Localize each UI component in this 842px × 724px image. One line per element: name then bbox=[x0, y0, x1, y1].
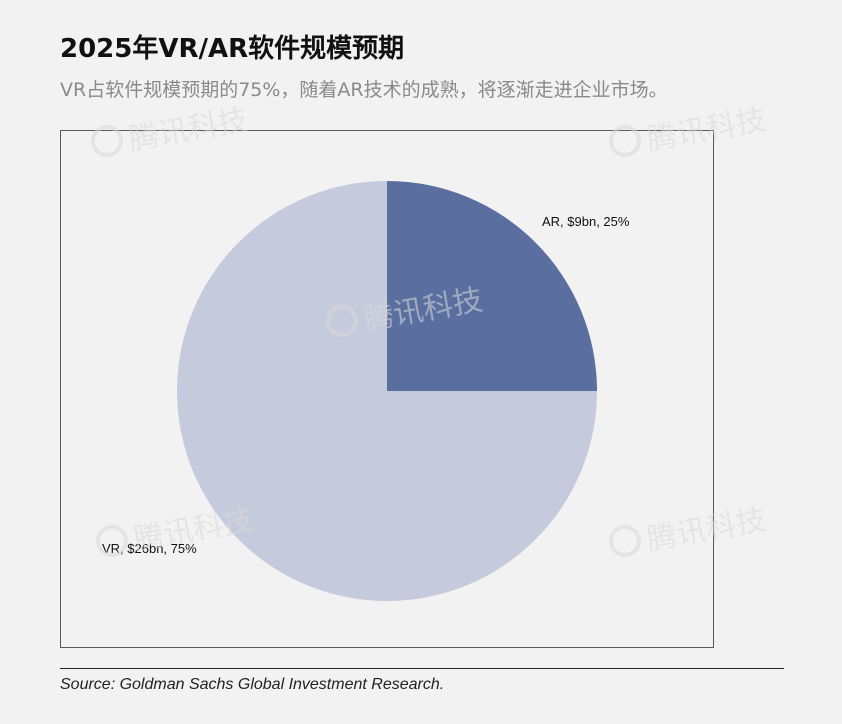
source-note: Source: Goldman Sachs Global Investment … bbox=[60, 676, 445, 693]
pie-chart: AR, $9bn, 25% VR, $26bn, 75% bbox=[102, 181, 630, 601]
data-label-ar: AR, $9bn, 25% bbox=[542, 214, 630, 229]
pie-slices bbox=[177, 181, 597, 601]
pie-slice-vr bbox=[177, 181, 597, 601]
plot-area: AR, $9bn, 25% VR, $26bn, 75% bbox=[60, 130, 714, 648]
chart-title: 2025年VR/AR软件规模预期 bbox=[60, 34, 405, 64]
pie-slice-ar bbox=[387, 181, 597, 391]
pie-labels: AR, $9bn, 25% VR, $26bn, 75% bbox=[102, 214, 630, 556]
footer-rule bbox=[60, 668, 784, 669]
data-label-vr: VR, $26bn, 75% bbox=[102, 541, 197, 556]
chart-subtitle: VR占软件规模预期的75%，随着AR技术的成熟，将逐渐走进企业市场。 bbox=[60, 79, 668, 101]
